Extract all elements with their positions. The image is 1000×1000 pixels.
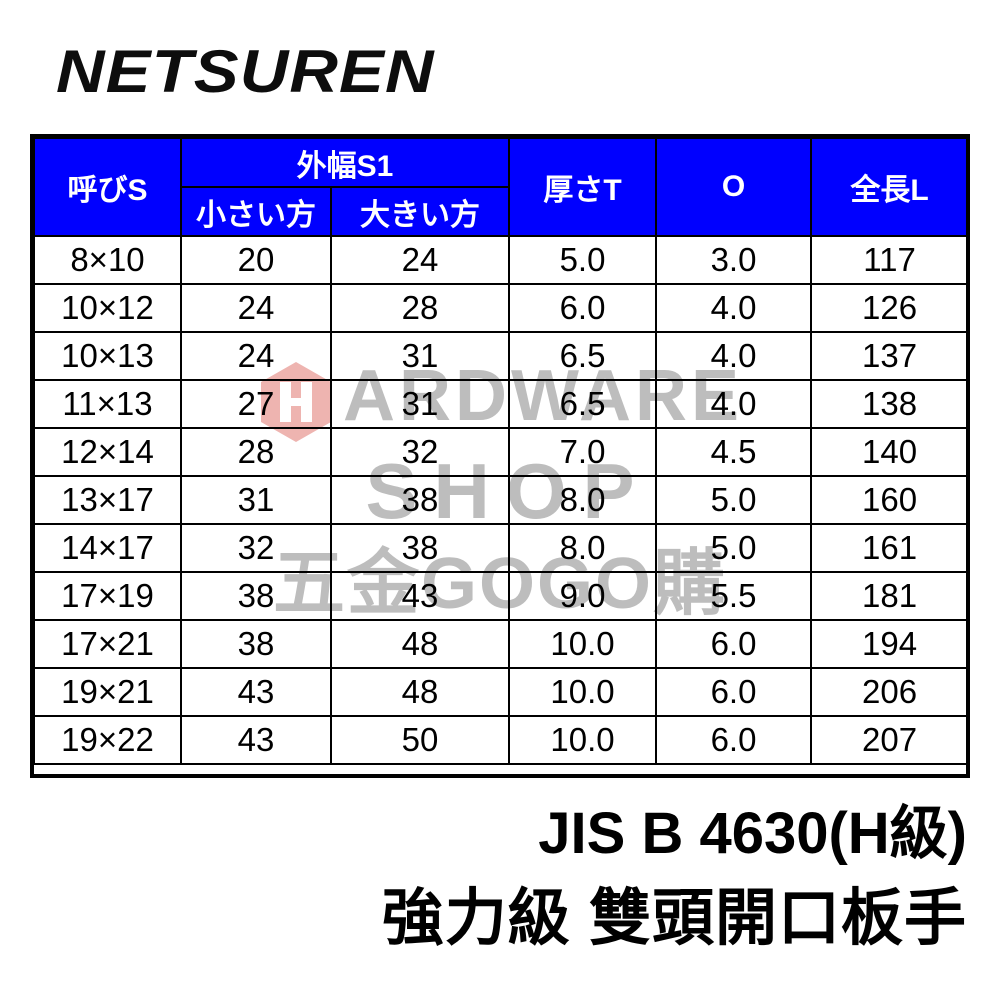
table-row: 17×21 38 48 10.0 6.0 194 (33, 619, 970, 669)
cell-o: 6.0 (655, 667, 813, 717)
table-row: 13×17 31 38 8.0 5.0 160 (33, 475, 970, 525)
table-body: 8×10 20 24 5.0 3.0 117 10×12 24 28 6.0 4.0 126 10×13… (33, 235, 970, 765)
cell-total-length: 207 (810, 715, 970, 765)
cell-o: 5.5 (655, 571, 813, 621)
cell-nominal-size: 17×19 (33, 571, 182, 621)
table-row: 8×10 20 24 5.0 3.0 117 (33, 235, 970, 285)
cell-total-length: 140 (810, 427, 970, 477)
table-header: 呼びS 外幅S1 厚さT O 全長L 小さい方 大きい方 (33, 137, 970, 237)
cell-nominal-size: 11×13 (33, 379, 182, 429)
cell-nominal-size: 10×12 (33, 283, 182, 333)
cell-o: 4.0 (655, 379, 813, 429)
column-header-total-length: 全長L (810, 137, 970, 237)
table-header-row-2: 小さい方 大きい方 (34, 186, 968, 237)
table-row: 10×12 24 28 6.0 4.0 126 (33, 283, 970, 333)
cell-outer-width-large: 50 (329, 715, 511, 765)
column-header-outer-width: 外幅S1 (179, 137, 511, 188)
cell-o: 4.0 (655, 283, 813, 333)
cell-outer-width-small: 31 (180, 475, 332, 525)
cell-total-length: 137 (810, 331, 970, 381)
cell-thickness: 10.0 (508, 667, 658, 717)
cell-total-length: 126 (810, 283, 970, 333)
cell-total-length: 117 (810, 235, 970, 285)
cell-nominal-size: 19×22 (33, 715, 182, 765)
cell-outer-width-small: 38 (180, 571, 332, 621)
cell-total-length: 206 (810, 667, 970, 717)
cell-nominal-size: 14×17 (33, 523, 182, 573)
cell-outer-width-large: 38 (329, 475, 511, 525)
cell-outer-width-small: 27 (180, 379, 332, 429)
cell-outer-width-large: 28 (329, 283, 511, 333)
caption-standard: JIS B 4630(H級) (538, 801, 967, 866)
table-row: 17×19 38 43 9.0 5.5 181 (33, 571, 970, 621)
cell-outer-width-large: 48 (329, 619, 511, 669)
cell-nominal-size: 12×14 (33, 427, 182, 477)
cell-o: 6.0 (655, 619, 813, 669)
cell-thickness: 6.0 (508, 283, 658, 333)
table-row: 10×13 24 31 6.5 4.0 137 (33, 331, 970, 381)
table-row: 11×13 27 31 6.5 4.0 138 (33, 379, 970, 429)
table-row: 14×17 32 38 8.0 5.0 161 (33, 523, 970, 573)
column-header-nominal-size: 呼びS (33, 137, 182, 237)
cell-nominal-size: 19×21 (33, 667, 182, 717)
table-header-row-1: 呼びS 外幅S1 厚さT O 全長L (33, 137, 970, 237)
cell-outer-width-small: 28 (180, 427, 332, 477)
caption-product: 強力級 雙頭開口板手 (381, 884, 967, 953)
cell-thickness: 10.0 (508, 715, 658, 765)
cell-o: 4.5 (655, 427, 813, 477)
cell-nominal-size: 13×17 (33, 475, 182, 525)
cell-thickness: 8.0 (508, 523, 658, 573)
cell-nominal-size: 10×13 (33, 331, 182, 381)
table-row: 19×22 43 50 10.0 6.0 207 (33, 715, 970, 765)
cell-outer-width-large: 43 (329, 571, 511, 621)
table-row: 12×14 28 32 7.0 4.5 140 (33, 427, 970, 477)
column-subheader-larger-side: 大きい方 (329, 186, 511, 237)
column-header-thickness: 厚さT (508, 137, 658, 237)
cell-total-length: 160 (810, 475, 970, 525)
table-row: 19×21 43 48 10.0 6.0 206 (33, 667, 970, 717)
cell-total-length: 161 (810, 523, 970, 573)
column-subheader-smaller-side: 小さい方 (180, 186, 332, 237)
cell-o: 3.0 (655, 235, 813, 285)
cell-outer-width-large: 31 (329, 379, 511, 429)
cell-outer-width-small: 24 (180, 283, 332, 333)
cell-outer-width-small: 32 (180, 523, 332, 573)
cell-outer-width-small: 20 (180, 235, 332, 285)
cell-thickness: 7.0 (508, 427, 658, 477)
cell-outer-width-large: 48 (329, 667, 511, 717)
cell-thickness: 9.0 (508, 571, 658, 621)
cell-outer-width-small: 43 (180, 667, 332, 717)
cell-nominal-size: 17×21 (33, 619, 182, 669)
cell-thickness: 8.0 (508, 475, 658, 525)
cell-o: 5.0 (655, 475, 813, 525)
column-header-o: O (655, 137, 813, 237)
cell-outer-width-large: 32 (329, 427, 511, 477)
cell-total-length: 138 (810, 379, 970, 429)
netsuren-brand-logo: NETSUREN (56, 38, 435, 105)
cell-outer-width-large: 38 (329, 523, 511, 573)
cell-thickness: 5.0 (508, 235, 658, 285)
cell-nominal-size: 8×10 (33, 235, 182, 285)
cell-o: 5.0 (655, 523, 813, 573)
cell-outer-width-small: 24 (180, 331, 332, 381)
cell-total-length: 194 (810, 619, 970, 669)
specification-table: 呼びS 外幅S1 厚さT O 全長L 小さい方 大きい方 8×10 20 24 5.0… (33, 137, 970, 765)
cell-o: 6.0 (655, 715, 813, 765)
cell-thickness: 6.5 (508, 331, 658, 381)
cell-total-length: 181 (810, 571, 970, 621)
cell-o: 4.0 (655, 331, 813, 381)
cell-thickness: 10.0 (508, 619, 658, 669)
cell-thickness: 6.5 (508, 379, 658, 429)
cell-outer-width-small: 43 (180, 715, 332, 765)
cell-outer-width-small: 38 (180, 619, 332, 669)
cell-outer-width-large: 24 (329, 235, 511, 285)
cell-outer-width-large: 31 (329, 331, 511, 381)
